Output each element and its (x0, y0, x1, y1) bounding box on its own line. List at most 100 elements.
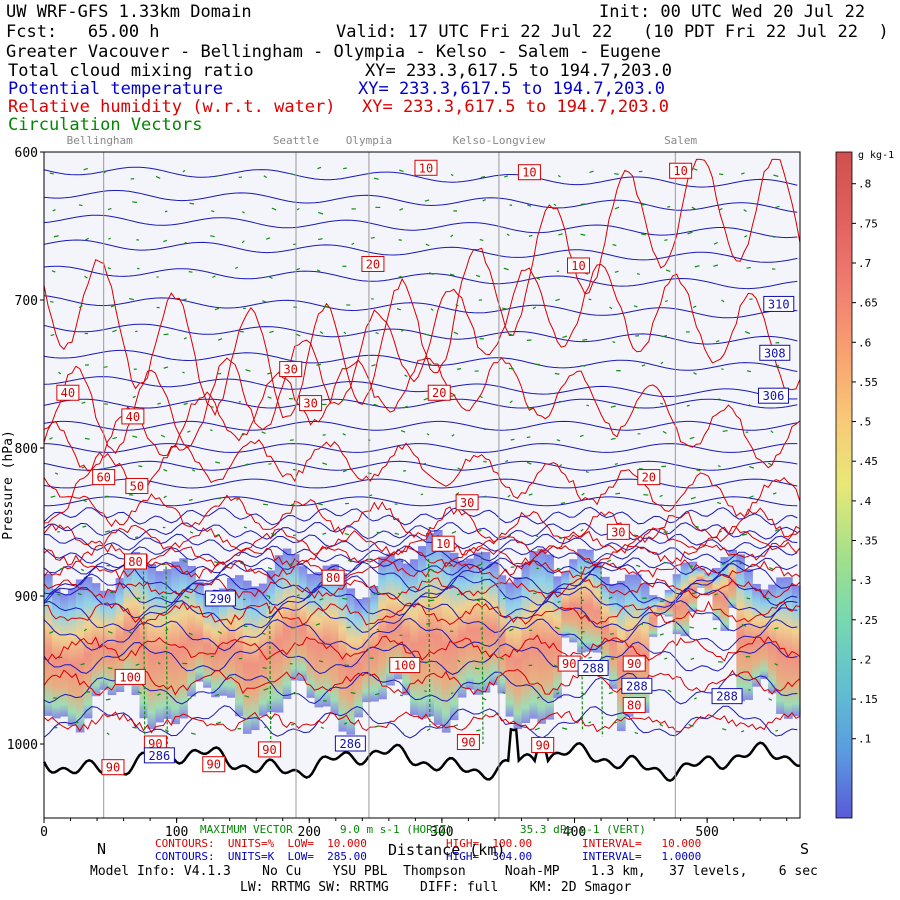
vector-arrow (49, 437, 53, 440)
vector-arrow (292, 534, 297, 537)
vector-arrow (580, 233, 586, 236)
vector-arrow (721, 562, 726, 566)
vector-arrow (346, 626, 351, 629)
rh-contour-label-box (257, 741, 281, 758)
vector-arrow (59, 567, 64, 571)
vector-arrow (404, 374, 408, 377)
vector-arrow (162, 563, 166, 566)
vector-arrow (107, 207, 112, 211)
vector-arrow (612, 243, 617, 247)
x-end-right: S (800, 840, 810, 858)
vector-arrow (664, 239, 668, 242)
vector-arrow (105, 698, 111, 701)
theta-line (43, 478, 798, 489)
theta-contour-label-box (621, 677, 653, 694)
colorbar-tick-label: .15 (858, 693, 878, 706)
cloud-column (616, 580, 626, 732)
vector-arrow (112, 329, 117, 333)
vector-arrow (687, 231, 693, 235)
x-axis-title: Distance (km) (388, 841, 506, 859)
vector-arrow (215, 461, 221, 464)
vector-arrow (608, 691, 613, 695)
vector-arrow (640, 233, 646, 236)
vector-arrow (480, 175, 485, 179)
vector-arrow (240, 562, 244, 565)
theta-line (43, 506, 798, 526)
rh-contour-label: 90 (461, 736, 475, 750)
vector-arrow (319, 331, 324, 335)
rh-contour-label-box (456, 734, 480, 751)
vector-arrow (455, 304, 459, 307)
vector-arrow (351, 242, 355, 246)
field-rh-xy: XY= 233.3,617.5 to 194.7,203.0 (362, 97, 670, 117)
theta-contour-label: 308 (764, 346, 786, 360)
x-end-left: N (97, 840, 107, 858)
vector-arrow (483, 460, 487, 463)
forecast-hour: Fcst: 65.00 h (6, 22, 160, 42)
field-rh-label: Relative humidity (w.r.t. water) (8, 97, 336, 117)
vector-arrow (183, 337, 187, 340)
cloud-column (59, 594, 69, 717)
theta-line (43, 190, 798, 213)
vector-arrow (661, 334, 667, 338)
vector-arrow (533, 592, 537, 595)
vector-arrow (426, 433, 430, 436)
vector-arrow (83, 167, 88, 171)
vector-arrow (579, 434, 584, 438)
vector-arrow (397, 592, 402, 596)
vector-arrow (241, 434, 245, 436)
rh-contour-label-box (531, 736, 555, 753)
city-label: Seattle (273, 134, 319, 147)
theta-contour-label: 286 (149, 749, 171, 763)
vector-arrow (527, 204, 532, 207)
theta-contour-label-box (763, 295, 795, 312)
cloud-column (67, 588, 77, 726)
vector-arrow (589, 170, 594, 174)
cloud-column (672, 574, 682, 635)
vector-arrow (132, 726, 137, 729)
vector-arrow (163, 495, 167, 499)
vector-arrow (689, 436, 695, 440)
rh-contour-label: 90 (106, 761, 120, 775)
vector-arrow (396, 308, 402, 311)
vector-arrow (430, 568, 435, 572)
vector-arrow (721, 299, 725, 303)
vector-arrow (456, 368, 462, 370)
vector-arrow (715, 339, 720, 343)
vector-arrow (610, 437, 616, 441)
vector-arrow (214, 307, 220, 311)
vector-arrow (401, 560, 404, 563)
field-theta-xy: XY= 233.3,617.5 to 194.7,203.0 (358, 79, 666, 99)
rh-line (43, 356, 801, 472)
vector-arrow (52, 209, 56, 212)
vector-arrow (84, 275, 88, 279)
vector-arrow (719, 173, 724, 176)
vector-arrow (558, 233, 563, 236)
city-label: Salem (664, 134, 697, 147)
x-tick-label: 0 (40, 825, 48, 840)
rh-contour-interval: INTERVAL= 10.000 (582, 837, 702, 850)
vector-arrow (424, 199, 430, 202)
vector-arrow (50, 333, 55, 337)
vertical-motion-vector (428, 558, 431, 730)
vector-arrow (557, 175, 561, 178)
rh-contour-label-box (101, 759, 125, 776)
vector-arrow (373, 403, 379, 407)
vector-arrow (505, 459, 509, 463)
vector-arrow (608, 596, 613, 600)
vector-arrow (553, 664, 558, 667)
route-title: Greater Vacouver - Bellingham - Olympia … (6, 42, 662, 62)
vector-arrow (161, 595, 165, 599)
vector-arrow (556, 567, 561, 570)
cloud-column (569, 559, 578, 643)
vector-arrow (694, 697, 697, 700)
vector-arrow (659, 633, 664, 636)
vector-arrow (182, 371, 185, 374)
rh-contour-label-box (606, 523, 630, 540)
vector-arrow (614, 462, 618, 466)
rh-contours (43, 158, 801, 734)
vector-arrow (722, 429, 728, 433)
theta-contour-label-box (143, 747, 175, 764)
cloud-column (632, 574, 642, 713)
vector-arrow (477, 563, 482, 567)
